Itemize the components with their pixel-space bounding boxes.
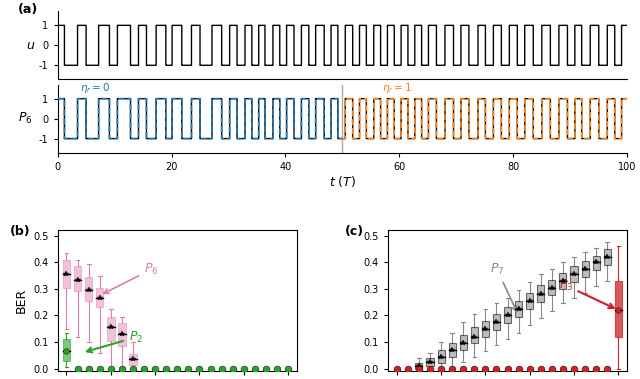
Bar [593,255,600,270]
Bar [493,314,500,330]
Bar [107,317,115,341]
Bar [118,323,125,346]
Bar [515,301,522,317]
Bar [504,307,511,323]
Bar [526,293,533,309]
Bar [85,277,92,301]
Text: $P_6$: $P_6$ [104,262,159,293]
Bar [460,335,467,350]
Text: $\eta_r = 1$: $\eta_r = 1$ [382,81,413,95]
Bar [482,321,489,337]
Y-axis label: BER: BER [15,288,28,313]
Text: (a): (a) [18,3,38,16]
Bar [537,285,545,302]
Bar [582,261,589,277]
Text: $P_3$: $P_3$ [559,278,614,308]
Bar [426,358,433,366]
Text: $\eta_r = 0$: $\eta_r = 0$ [81,81,111,95]
Bar [604,249,611,265]
Text: (c): (c) [345,225,364,238]
Bar [129,354,137,365]
Y-axis label: $P_6$: $P_6$ [18,111,33,126]
Bar [559,273,566,289]
Bar [548,279,556,296]
Y-axis label: $u$: $u$ [26,39,35,52]
Text: $P_7$: $P_7$ [490,262,516,311]
Bar [471,327,478,343]
Bar [96,288,104,307]
X-axis label: $t$ ($T$): $t$ ($T$) [329,174,356,190]
Bar [570,266,577,282]
Text: $P_2$: $P_2$ [87,330,143,352]
Bar [74,266,81,291]
Bar [415,363,422,369]
Bar [63,260,70,288]
Bar [63,340,70,361]
Text: (b): (b) [10,225,30,238]
Bar [615,281,622,337]
Bar [449,343,456,357]
Bar [438,350,445,363]
